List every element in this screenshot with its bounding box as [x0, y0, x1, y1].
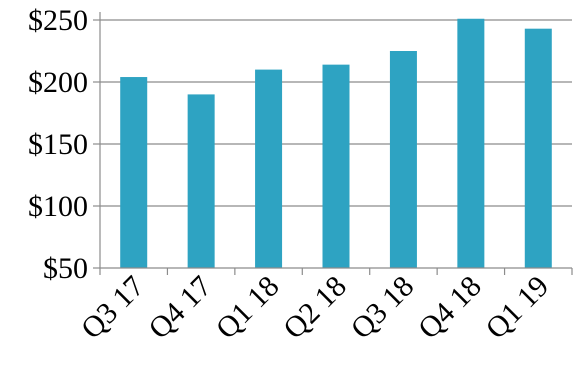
- axes: [93, 12, 573, 275]
- x-tick-label: Q1 18: [210, 270, 286, 346]
- bars: [120, 18, 552, 269]
- y-tick-label: $50: [43, 252, 88, 285]
- y-tick-label: $200: [28, 66, 88, 99]
- x-tick-label: Q4 18: [412, 270, 488, 346]
- bar: [322, 64, 350, 268]
- y-tick-label: $100: [28, 190, 88, 223]
- bar: [524, 28, 552, 269]
- x-tick-label: Q4 17: [142, 270, 218, 346]
- bar: [120, 77, 148, 268]
- y-tick-label: $150: [28, 128, 88, 161]
- x-tick-label: Q2 18: [277, 270, 353, 346]
- bar: [255, 69, 283, 268]
- bar: [187, 94, 215, 269]
- x-tick-label: Q1 19: [479, 270, 555, 346]
- bar: [457, 18, 485, 269]
- bar: [389, 51, 417, 268]
- x-tick-label: Q3 18: [345, 270, 421, 346]
- y-tick-labels: $50 $100 $150 $200 $250: [28, 4, 88, 285]
- y-tick-label: $250: [28, 4, 88, 37]
